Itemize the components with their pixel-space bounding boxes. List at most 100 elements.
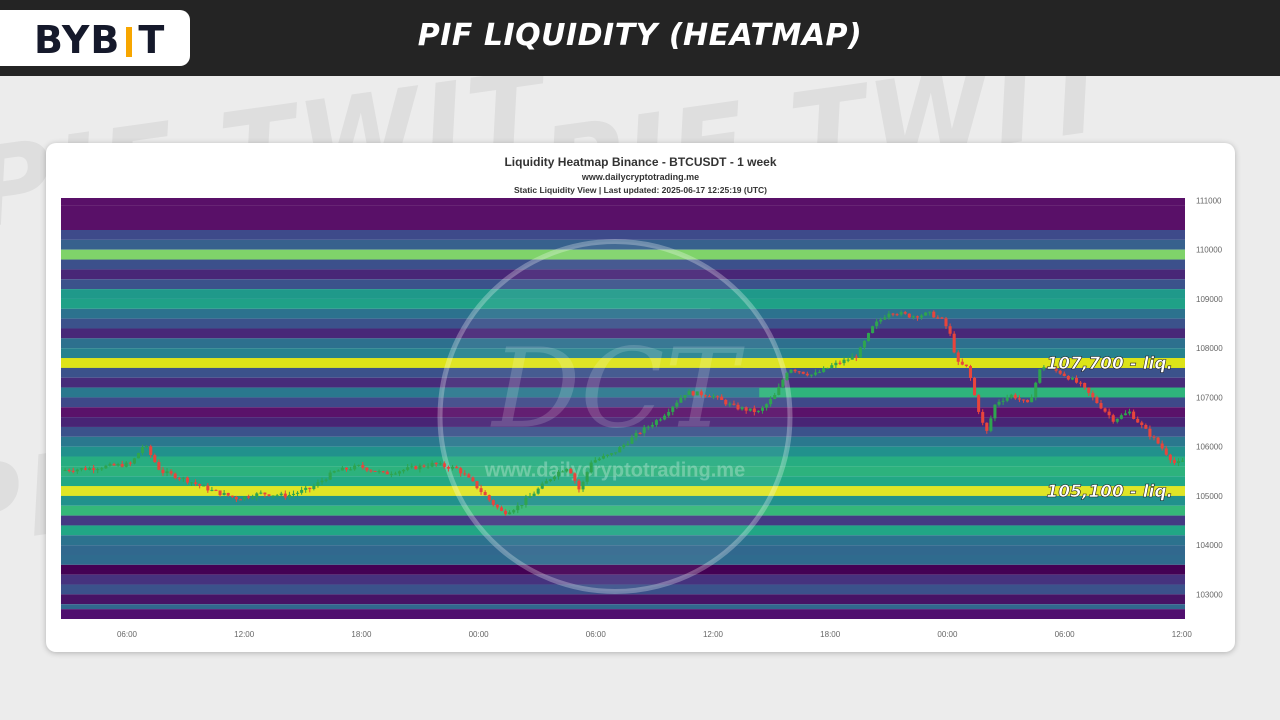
heatmap-band bbox=[61, 230, 1185, 240]
candle-body bbox=[1099, 403, 1103, 409]
candle-body bbox=[63, 470, 67, 472]
candle-body bbox=[1172, 460, 1176, 464]
candle-body bbox=[459, 468, 463, 474]
brand-left: BYB bbox=[34, 18, 121, 62]
candle-body bbox=[251, 497, 255, 499]
candle-body bbox=[544, 481, 548, 484]
candle-body bbox=[1164, 448, 1168, 455]
candle-body bbox=[1013, 394, 1017, 399]
candle-body bbox=[242, 496, 247, 500]
candle-body bbox=[324, 479, 328, 481]
heatmap-band bbox=[61, 495, 1185, 506]
heatmap-band bbox=[61, 515, 1185, 526]
candle-body bbox=[520, 505, 524, 507]
candle-body bbox=[1046, 367, 1050, 369]
candle-body bbox=[96, 469, 100, 471]
candle-body bbox=[161, 469, 165, 474]
heatmap-band bbox=[61, 367, 1185, 378]
candle-body bbox=[124, 462, 128, 467]
candle-body bbox=[422, 465, 426, 467]
candle-body bbox=[218, 490, 222, 496]
candle-body bbox=[1111, 415, 1115, 422]
candle-body bbox=[679, 397, 683, 403]
heatmap-band bbox=[61, 387, 1185, 398]
heatmap-band bbox=[61, 348, 1185, 359]
watermark-logo-text: DCT bbox=[490, 325, 745, 453]
candle-body bbox=[75, 469, 79, 472]
candle-body bbox=[813, 372, 818, 375]
heatmap-band bbox=[61, 604, 1185, 610]
candle-body bbox=[809, 374, 813, 376]
y-tick-label: 110000 bbox=[1196, 246, 1223, 255]
candle-body bbox=[189, 482, 194, 484]
x-tick-label: 12:00 bbox=[703, 630, 724, 639]
candle-body bbox=[952, 333, 956, 353]
candle-body bbox=[230, 495, 234, 497]
candle-body bbox=[165, 471, 169, 474]
candle-body bbox=[552, 476, 557, 480]
candle-body bbox=[112, 463, 116, 466]
candle-body bbox=[185, 477, 189, 483]
x-tick-label: 06:00 bbox=[586, 630, 607, 639]
heatmap-band bbox=[61, 554, 1185, 565]
page-title: PIF LIQUIDITY (HEATMAP) bbox=[417, 18, 863, 53]
candle-body bbox=[259, 492, 263, 494]
heatmap-band bbox=[61, 308, 1185, 319]
candle-body bbox=[1070, 377, 1074, 380]
candle-body bbox=[1079, 382, 1083, 384]
candle-body bbox=[589, 462, 593, 473]
candle-body bbox=[1119, 415, 1123, 419]
candle-body bbox=[353, 465, 357, 470]
heatmap-band bbox=[61, 377, 1185, 388]
candle-body bbox=[373, 470, 377, 472]
candle-body bbox=[654, 420, 658, 425]
candle-body bbox=[308, 487, 312, 490]
brand-accent-bar bbox=[126, 27, 133, 57]
candle-body bbox=[932, 311, 936, 318]
heatmap-band bbox=[61, 525, 1185, 536]
candle-body bbox=[728, 403, 732, 405]
candle-body bbox=[614, 452, 618, 454]
candle-body bbox=[1005, 397, 1009, 401]
heatmap-band bbox=[61, 205, 1185, 231]
heatmap-band bbox=[61, 289, 1185, 299]
candle-body bbox=[455, 466, 459, 469]
x-tick-label: 06:00 bbox=[117, 630, 138, 639]
candle-body bbox=[883, 317, 887, 320]
candle-body bbox=[1009, 394, 1013, 398]
candle-body bbox=[226, 492, 230, 496]
x-tick-label: 00:00 bbox=[937, 630, 958, 639]
candle-body bbox=[381, 471, 385, 473]
candle-body bbox=[642, 427, 646, 434]
candle-body bbox=[116, 463, 120, 466]
candle-body bbox=[141, 447, 145, 454]
candle-body bbox=[740, 407, 744, 410]
candle-body bbox=[650, 424, 654, 427]
y-tick-label: 106000 bbox=[1196, 443, 1223, 452]
candle-body bbox=[247, 496, 251, 498]
heatmap-band bbox=[61, 417, 1185, 427]
candle-body bbox=[92, 468, 96, 470]
candle-body bbox=[993, 404, 997, 419]
candle-body bbox=[1103, 408, 1107, 412]
candle-body bbox=[255, 493, 259, 498]
candle-body bbox=[944, 318, 948, 327]
candle-body bbox=[540, 483, 544, 489]
candle-body bbox=[911, 316, 915, 318]
y-tick-label: 103000 bbox=[1196, 590, 1223, 599]
heatmap-band bbox=[61, 397, 1185, 408]
heatmap-band bbox=[61, 436, 1185, 447]
x-tick-label: 12:00 bbox=[234, 630, 255, 639]
candle-body bbox=[1062, 373, 1066, 376]
candle-body bbox=[291, 493, 295, 495]
candle-body bbox=[283, 493, 287, 498]
candle-body bbox=[1132, 411, 1136, 419]
candle-body bbox=[271, 495, 275, 497]
candle-body bbox=[1152, 436, 1156, 438]
candle-body bbox=[797, 371, 801, 373]
candle-body bbox=[1136, 418, 1140, 423]
brand-right: T bbox=[138, 18, 166, 62]
chart-subtitle-2: Static Liquidity View | Last updated: 20… bbox=[513, 185, 768, 195]
candle-body bbox=[145, 446, 149, 448]
candle-body bbox=[805, 373, 809, 376]
